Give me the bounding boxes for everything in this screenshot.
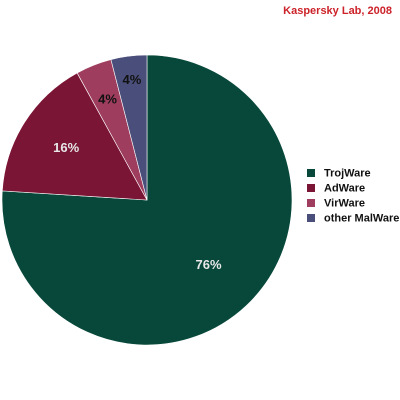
legend-item-virware: VirWare <box>307 197 365 209</box>
legend: TrojWare AdWare VirWare other MalWare <box>307 167 399 224</box>
chart-credit: Kaspersky Lab, 2008 <box>283 5 392 17</box>
pie-labels: 76% 16% 4% 4% <box>53 72 222 272</box>
legend-swatch-virware <box>307 199 315 207</box>
legend-swatch-trojware <box>307 169 315 177</box>
pie-slice-other-malware <box>110 54 148 201</box>
legend-swatch-other-malware <box>307 214 315 222</box>
pie-slice-adware <box>1 72 148 201</box>
legend-swatch-adware <box>307 184 315 192</box>
legend-item-adware: AdWare <box>307 182 365 194</box>
legend-item-other-malware: other MalWare <box>307 212 399 224</box>
legend-item-trojware: TrojWare <box>307 167 371 179</box>
legend-label-virware: VirWare <box>324 197 365 209</box>
slice-label-trojware: 76% <box>196 257 222 272</box>
slice-label-other-malware: 4% <box>123 72 142 87</box>
legend-label-other-malware: other MalWare <box>324 212 399 224</box>
legend-label-adware: AdWare <box>324 182 365 194</box>
legend-label-trojware: TrojWare <box>324 167 371 179</box>
slice-label-virware: 4% <box>98 92 117 107</box>
slice-label-adware: 16% <box>53 140 79 155</box>
pie-slices <box>1 54 293 346</box>
